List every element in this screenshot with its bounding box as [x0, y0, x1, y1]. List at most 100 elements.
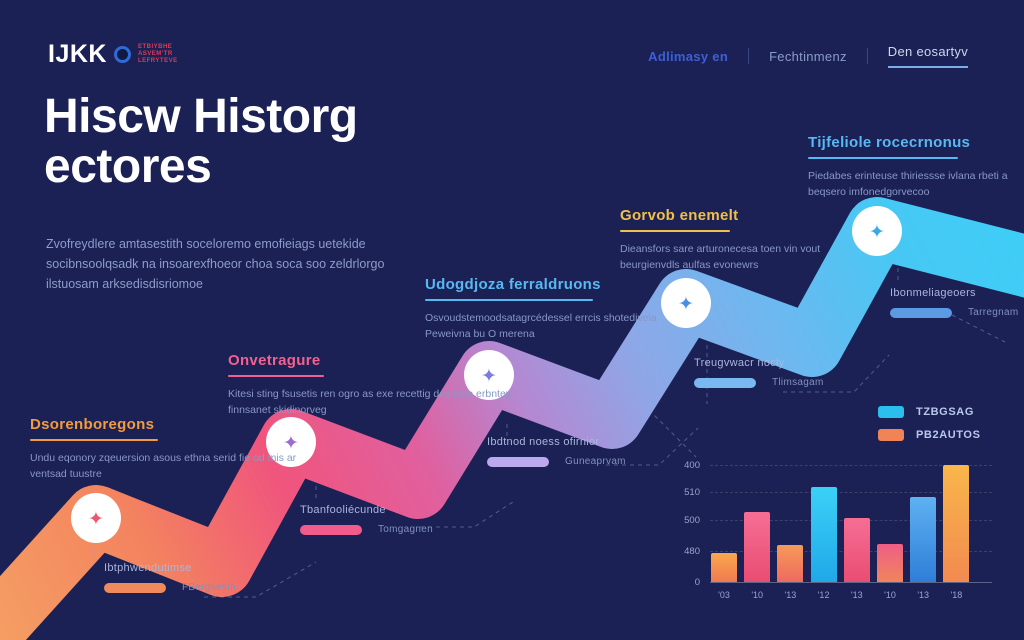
chart-xtick: '03 — [718, 590, 730, 600]
logo-tagline-line: LEFRYTEVE — [137, 57, 178, 64]
milestone-title: Tijfeliole rocecrnonus — [808, 134, 971, 151]
milestone-underline — [620, 230, 730, 232]
step-tag: Tlimsagam — [772, 377, 824, 388]
legend-label: PB2AUTOS — [916, 429, 981, 441]
logo-tagline: ETBIYBHE ASVEM'TR LEFRYTEVE — [138, 44, 178, 65]
legend-swatch-cyan — [878, 406, 904, 418]
milestone-block-1: Dsorenboregons Undu eqonory zqeuersion a… — [30, 416, 302, 483]
milestone-desc: Dieansfors sare arturonecesa toen vin vo… — [620, 243, 821, 272]
milestone-title: Udogdjoza ferraldruons — [425, 276, 601, 293]
bar-chart: 400 510 500 480 0 '03 '10 '13 '12 '13 '10 '13 '18 — [674, 448, 1024, 618]
chart-bar — [777, 545, 804, 582]
page-title-line1: Hiscw Historg — [44, 90, 358, 143]
chart-gridline — [710, 492, 992, 493]
milestone-desc: Kitesi sting fsusetis ren ogro as exe re… — [228, 388, 512, 417]
chart-xtick: '12 — [817, 590, 830, 600]
milestone-desc: Piedabes erinteuse thiriessse ivlana rbe… — [808, 170, 1008, 199]
chart-bar — [711, 553, 737, 582]
milestone-nodes: ✦ ✦ ✦ ✦ ✦ — [71, 206, 902, 543]
step-pill — [890, 307, 952, 318]
chart-bar — [910, 497, 937, 582]
step-name: Ibonmeliageoers — [890, 287, 976, 299]
milestone-node: ✦ — [71, 493, 121, 543]
logo-mark-icon — [113, 46, 131, 63]
node-star-icon: ✦ — [678, 294, 694, 315]
step-tag: Tarregnam — [968, 307, 1019, 318]
legend-label: TZBGSAG — [916, 406, 974, 418]
step-tag: Tomgagnen — [378, 524, 433, 535]
chart-ytick: 400 — [684, 460, 700, 471]
chart-bar — [877, 544, 903, 582]
milestone-block-3: Udogdjoza ferraldruons Osvoudstemoodsata… — [425, 276, 663, 343]
page-title-line2: ectores — [44, 140, 212, 194]
step-name: Tbanfooliécunde — [300, 504, 386, 516]
logo-tagline-line: ETBIYBHE — [137, 44, 173, 51]
chart-gridline — [710, 465, 992, 466]
step-name: Ibdtnod noess ofirnior — [487, 436, 600, 448]
chart-ytick: 510 — [684, 487, 700, 498]
legend-swatch-orange — [878, 429, 904, 441]
milestone-node: ✦ — [661, 278, 711, 328]
chart-bar — [843, 518, 870, 582]
page-title: Hiscw Historg ectores — [44, 90, 358, 194]
nav-item-3-active[interactable]: Den eosartyv — [887, 44, 968, 68]
step-label-2: Tbanfooliécunde Tomgagnen — [300, 504, 433, 535]
milestone-node: ✦ — [266, 417, 316, 467]
milestone-underline — [425, 299, 593, 301]
logo[interactable]: IJKK ETBIYBHE ASVEM'TR LEFRYTEVE — [48, 40, 178, 69]
nav-item-2[interactable]: Fechtinmenz — [769, 48, 847, 64]
chart-xtick: '10 — [751, 590, 764, 600]
milestone-block-5: Tijfeliole rocecrnonus Piedabes erinteus… — [808, 134, 1024, 201]
chart-ytick: 500 — [684, 515, 700, 526]
chart-xtick: '10 — [884, 590, 896, 600]
milestone-title: Dsorenboregons — [30, 416, 155, 433]
nav-item-1[interactable]: Adlimasy en — [648, 48, 729, 64]
chart-bar — [744, 512, 771, 582]
legend-item-1: TZBGSAG — [878, 406, 981, 418]
step-tag: FBergsesm — [182, 582, 236, 593]
chart-gridline — [710, 582, 992, 583]
nav-divider — [748, 48, 750, 64]
step-pill — [300, 524, 362, 535]
step-label-1: Ibtphwendutimse FBergsesm — [104, 562, 236, 593]
milestone-underline — [808, 157, 958, 159]
milestone-block-2: Onvetragure Kitesi sting fsusetis ren og… — [228, 352, 516, 419]
legend-item-2: PB2AUTOS — [878, 429, 981, 441]
milestone-desc: Osvoudstemoodsatagrcédessel errcis shote… — [425, 312, 657, 341]
node-star-icon: ✦ — [481, 366, 497, 387]
chart-xtick: '18 — [950, 590, 963, 600]
milestone-underline — [228, 375, 324, 377]
step-label-3: Ibdtnod noess ofirnior Guneaprvam — [487, 436, 626, 467]
step-name: Ibtphwendutimse — [104, 562, 192, 574]
nav-divider — [866, 48, 868, 64]
milestone-title: Gorvob enemelt — [620, 207, 739, 224]
step-name: Treugvwacr nocly — [694, 357, 785, 369]
step-pill — [487, 456, 549, 467]
logo-text: IJKK — [48, 40, 107, 68]
milestone-desc: Undu eqonory zqeuersion asous ethna seri… — [30, 452, 297, 481]
milestone-node: ✦ — [464, 350, 514, 400]
chart-xtick: '13 — [917, 590, 930, 600]
step-tag: Guneaprvam — [565, 456, 626, 467]
step-pill — [104, 582, 166, 593]
top-nav: Adlimasy en Fechtinmenz Den eosartyv — [648, 44, 968, 68]
logo-tagline-line: ASVEM'TR — [137, 51, 173, 58]
milestone-node: ✦ — [852, 206, 902, 256]
milestone-underline — [30, 439, 158, 441]
intro-paragraph: Zvofreydlere amtasestith soceloremo emof… — [46, 237, 385, 291]
chart-bar — [943, 465, 970, 582]
milestone-block-4: Gorvob enemelt Dieansfors sare arturonec… — [620, 207, 868, 274]
step-label-4: Treugvwacr nocly Tlimsagam — [694, 357, 824, 388]
node-star-icon: ✦ — [869, 222, 885, 243]
chart-legend: TZBGSAG PB2AUTOS — [878, 406, 981, 452]
step-label-5: Ibonmeliageoers Tarregnam — [890, 287, 1019, 318]
chart-xtick: '13 — [784, 590, 797, 600]
chart-bar — [810, 487, 837, 582]
node-star-icon: ✦ — [88, 509, 104, 530]
chart-ytick: 480 — [684, 546, 700, 557]
step-pill — [694, 377, 756, 388]
node-star-icon: ✦ — [283, 433, 299, 454]
chart-ytick: 0 — [694, 577, 700, 588]
